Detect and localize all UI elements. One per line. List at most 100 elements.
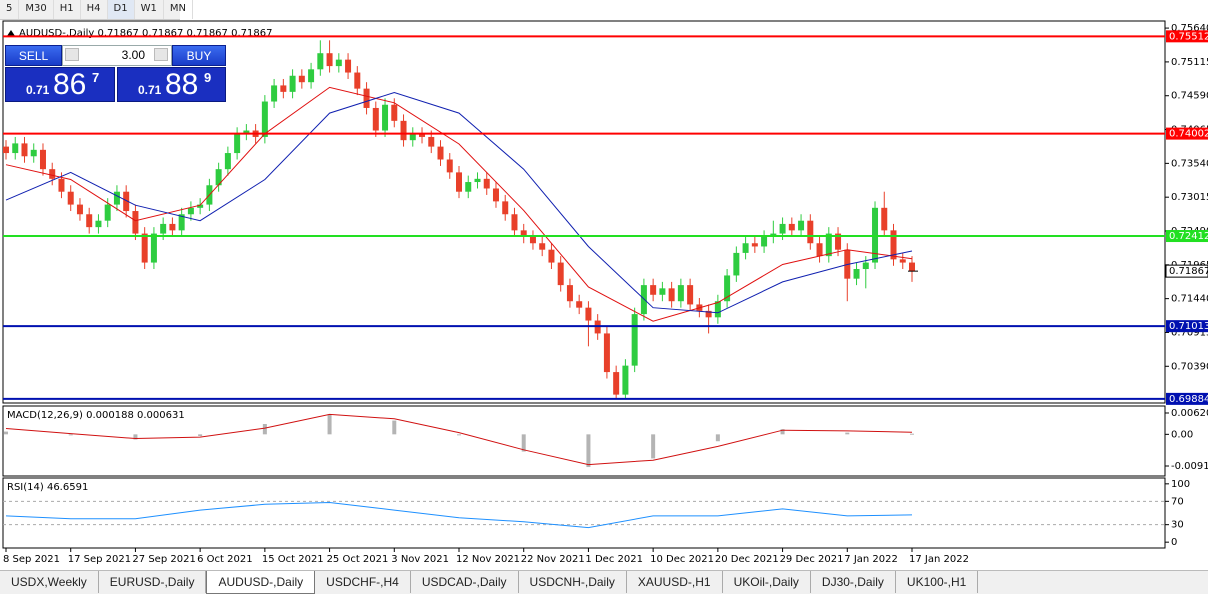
candle-body: [705, 310, 712, 318]
candle-body: [881, 207, 888, 231]
timeframe-button[interactable]: H1: [54, 0, 81, 19]
x-tick-label: 6 Oct 2021: [197, 554, 252, 565]
macd-bar: [327, 414, 332, 435]
collapse-icon[interactable]: [7, 30, 15, 36]
candle-body: [548, 249, 555, 263]
bid-big: 0.71: [26, 83, 50, 97]
candle-body: [86, 214, 93, 228]
x-tick-label: 7 Jan 2022: [844, 554, 898, 565]
chart-tab[interactable]: USDX,Weekly: [0, 571, 99, 593]
timeframe-button[interactable]: W1: [135, 0, 164, 19]
x-tick-label: 17 Jan 2022: [909, 554, 969, 565]
chart-tab[interactable]: USDCNH-,Daily: [519, 571, 627, 593]
rsi-title: RSI(14) 46.6591: [7, 482, 88, 493]
timeframe-button[interactable]: H4: [81, 0, 108, 19]
moving-average: [5, 86, 913, 322]
candle-body: [862, 262, 869, 270]
candle-body: [807, 220, 814, 244]
candle-body: [123, 191, 130, 212]
candle-body: [456, 172, 462, 192]
chart-tab[interactable]: UK100-,H1: [896, 571, 979, 593]
timeframe-button[interactable]: D1: [107, 0, 135, 19]
chart-tab[interactable]: DJ30-,Daily: [811, 571, 896, 593]
bid-small: 7: [92, 70, 100, 85]
macd-bar: [4, 431, 8, 435]
timeframe-toolbar: 5 M30 H1 H4 D1 W1 MN: [0, 0, 193, 20]
candle-body: [409, 133, 416, 141]
macd-bar: [845, 432, 850, 435]
y-tick-label: 0: [1171, 537, 1177, 548]
price-level-box: [1166, 127, 1208, 140]
chart: AUDUSD-,Daily 0.71867 0.71867 0.71867 0.…: [2, 20, 1208, 565]
timeframe-button[interactable]: MN: [164, 0, 193, 19]
current-price-label: 0.71867: [1169, 266, 1208, 277]
candle-body: [363, 88, 370, 108]
candle-body: [326, 53, 333, 67]
y-tick-label: 100: [1171, 479, 1190, 490]
candle-body: [853, 269, 860, 279]
macd-bar: [651, 434, 656, 459]
x-tick-label: 25 Oct 2021: [327, 554, 389, 565]
candle-body: [49, 169, 56, 179]
x-tick-label: 17 Sep 2021: [68, 554, 131, 565]
bid-quote[interactable]: 0.71 86 7: [5, 67, 115, 102]
candle-body: [742, 243, 749, 253]
chart-tab[interactable]: AUDUSD-,Daily: [206, 571, 316, 594]
candle-body: [317, 53, 324, 70]
macd-signal: [5, 413, 913, 466]
candle-body: [751, 243, 758, 247]
y-tick-label: 30: [1171, 520, 1184, 531]
candle-body: [372, 107, 379, 131]
candle-body: [724, 275, 731, 302]
y-tick-label: 0.70915: [1171, 327, 1208, 338]
candle-body: [761, 236, 768, 247]
chart-tab[interactable]: UKOil-,Daily: [723, 571, 811, 593]
candle-body: [261, 101, 268, 137]
candle-body: [613, 372, 620, 395]
candle-body: [539, 243, 546, 250]
price-level-box: [1166, 230, 1208, 243]
one-click-trading: SELL 3.00 BUY 0.71 86 7 0.71 88 9: [5, 45, 226, 102]
ask-small: 9: [204, 70, 212, 85]
candle-body: [816, 243, 823, 257]
chart-tab[interactable]: USDCHF-,H4: [315, 571, 411, 593]
candle-body: [354, 72, 361, 89]
candle-body: [39, 149, 46, 170]
candle-body: [659, 288, 666, 295]
candle-body: [67, 191, 74, 205]
buy-button[interactable]: BUY: [172, 45, 226, 66]
timeframe-button[interactable]: M30: [19, 0, 54, 19]
volume-field[interactable]: 3.00: [62, 45, 172, 66]
candle-body: [160, 223, 167, 234]
ask-quote[interactable]: 0.71 88 9: [117, 67, 226, 102]
macd-bar: [262, 424, 267, 435]
candle-body: [788, 223, 795, 231]
sell-button[interactable]: SELL: [5, 45, 62, 66]
candle-body: [714, 301, 721, 318]
candle-body: [511, 214, 518, 231]
spin-up[interactable]: [154, 48, 168, 61]
price-level-label: 0.72412: [1169, 231, 1208, 242]
candle-body: [909, 262, 915, 272]
x-tick-label: 3 Nov 2021: [391, 554, 449, 565]
candle-body: [30, 149, 37, 157]
price-level-box: [1166, 30, 1208, 43]
candle-body: [104, 204, 111, 221]
chart-tab[interactable]: USDCAD-,Daily: [411, 571, 519, 593]
chart-tab[interactable]: EURUSD-,Daily: [99, 571, 207, 593]
candle-body: [391, 104, 398, 121]
chart-tabs: USDX,Weekly EURUSD-,Daily AUDUSD-,Daily USD…: [0, 570, 1208, 594]
spin-down[interactable]: [65, 48, 79, 61]
candle-body: [650, 285, 657, 295]
x-tick-label: 12 Nov 2021: [456, 554, 520, 565]
candle-body: [798, 220, 805, 231]
timeframe-button[interactable]: 5: [0, 0, 20, 19]
candle-body: [197, 204, 204, 208]
y-tick-label: 0.70390: [1171, 361, 1208, 372]
candle-body: [345, 59, 352, 73]
chart-tab[interactable]: XAUUSD-,H1: [627, 571, 723, 593]
candle-body: [835, 233, 842, 250]
candle-body: [308, 69, 315, 83]
moving-average: [5, 91, 913, 314]
